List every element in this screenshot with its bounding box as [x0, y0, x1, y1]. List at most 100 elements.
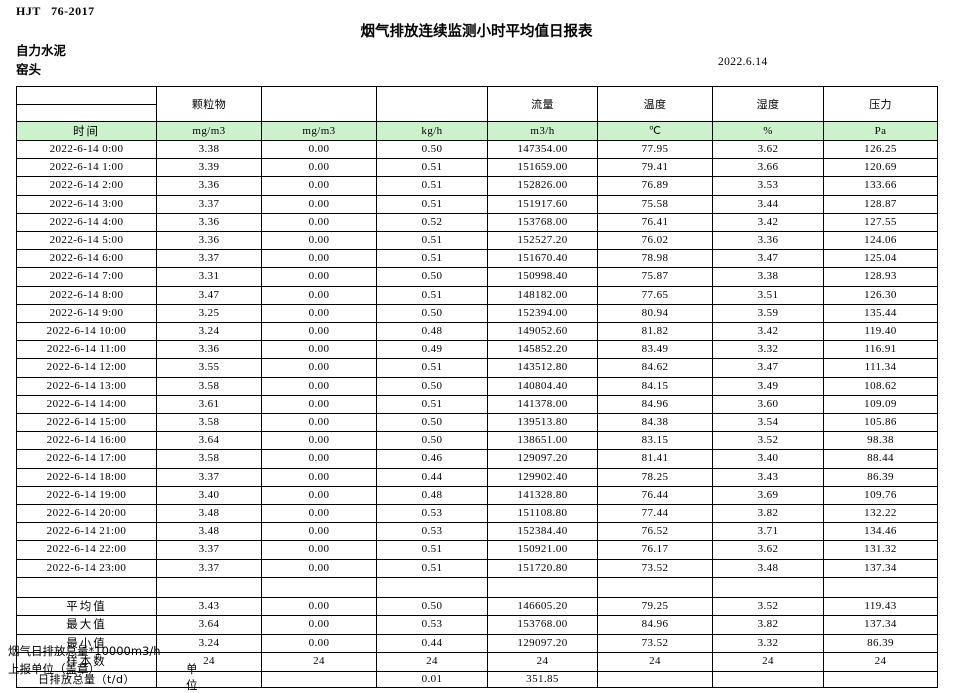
cell-value: 3.52: [712, 596, 824, 617]
cell-value: 152527.20: [487, 231, 598, 251]
cell-time: 2022-6-14 17:00: [16, 449, 157, 469]
cell-value: 0.51: [376, 285, 488, 305]
cell-value: 24: [156, 652, 262, 672]
cell-value: 77.44: [597, 504, 713, 524]
cell-time: 2022-6-14 14:00: [16, 394, 157, 415]
cell-value: 78.25: [597, 467, 713, 487]
cell-time: 2022-6-14 18:00: [16, 467, 157, 487]
column-header-unit-2: mg/m3: [261, 121, 377, 141]
standard-code: HJT 76-2017: [16, 4, 95, 18]
cell-value: 3.58: [156, 413, 262, 433]
cell-value: 132.22: [823, 504, 938, 524]
cell-value: 76.02: [597, 231, 713, 251]
cell-value: 140804.40: [487, 376, 598, 396]
report-page: HJT 76-2017 烟气排放连续监测小时平均值日报表 自力水泥 窑头 202…: [8, 4, 938, 692]
cell-value: 3.44: [712, 194, 824, 214]
cell-value: 84.15: [597, 376, 713, 396]
cell-value: 0.50: [376, 376, 488, 396]
table-row-summary: 最大值 3.64 0.00 0.53 153768.00 84.96 3.82 137.34: [16, 615, 938, 635]
cell-value: 0.00: [261, 322, 377, 342]
table-row-summary: 平均值 3.43 0.00 0.50 146605.20 79.25 3.52 119.43: [16, 596, 938, 617]
cell-value: [823, 576, 938, 598]
site-name: 窑头: [16, 62, 42, 77]
cell-value: 0.00: [261, 431, 377, 451]
group-header-flow: 流量: [487, 86, 598, 122]
cell-value: 81.41: [597, 449, 713, 469]
column-header-unit-6: %: [712, 121, 824, 141]
cell-time: 2022-6-14 5:00: [16, 231, 157, 251]
cell-value: 3.49: [712, 376, 824, 396]
group-header-temperature: 温度: [597, 86, 713, 122]
cell-value: 3.38: [712, 267, 824, 287]
cell-value: 0.00: [261, 467, 377, 487]
cell-value: 151670.40: [487, 249, 598, 269]
table-row: 2022-6-14 7:00 3.31 0.00 0.50 150998.40 75.87…: [16, 267, 938, 287]
cell-time: 2022-6-14 15:00: [16, 413, 157, 433]
cell-value: 3.48: [156, 522, 262, 542]
table-row: 2022-6-14 3:00 3.37 0.00 0.51 151917.60 75.58…: [16, 194, 938, 214]
cell-value: 135.44: [823, 303, 938, 324]
cell-value: 116.91: [823, 340, 938, 360]
cell-value: 0.51: [376, 249, 488, 269]
cell-value: 3.37: [156, 540, 262, 560]
cell-value: 24: [376, 652, 488, 672]
cell-value: 3.39: [156, 158, 262, 178]
cell-time: 2022-6-14 13:00: [16, 376, 157, 396]
cell-value: 149052.60: [487, 322, 598, 342]
table-row: 2022-6-14 12:00 3.55 0.00 0.51 143512.80 84.6…: [16, 358, 938, 378]
table-row: 2022-6-14 10:00 3.24 0.00 0.48 149052.60 81.8…: [16, 322, 938, 342]
cell-value: 3.42: [712, 322, 824, 342]
cell-value: 0.49: [376, 340, 488, 360]
cell-value: 3.51: [712, 285, 824, 305]
cell-value: 86.39: [823, 633, 938, 654]
cell-value: 3.42: [712, 212, 824, 233]
table-row: 2022-6-14 6:00 3.37 0.00 0.51 151670.40 78.98…: [16, 249, 938, 269]
cell-value: 141328.80: [487, 485, 598, 506]
cell-time: 2022-6-14 20:00: [16, 504, 157, 524]
cell-value: 0.00: [261, 358, 377, 378]
cell-value: 108.62: [823, 376, 938, 396]
cell-value: 3.47: [156, 285, 262, 305]
cell-value: 0.00: [261, 394, 377, 415]
corner-cell-top: [16, 86, 157, 105]
table-row-blank: [16, 576, 938, 598]
cell-value: 0.51: [376, 158, 488, 178]
cell-value: 3.71: [712, 522, 824, 542]
cell-value: 150998.40: [487, 267, 598, 287]
cell-value: 3.37: [156, 249, 262, 269]
table-row-summary: 最小值 3.24 0.00 0.44 129097.20 73.52 3.32 86.39: [16, 633, 938, 654]
cell-value: 128.93: [823, 267, 938, 287]
cell-value: 0.53: [376, 522, 488, 542]
column-header-unit-4: m3/h: [487, 121, 598, 141]
cell-value: 3.37: [156, 558, 262, 578]
table-row: 2022-6-14 20:00 3.48 0.00 0.53 151108.80 77.4…: [16, 504, 938, 524]
cell-value: 151917.60: [487, 194, 598, 214]
table-row: 2022-6-14 15:00 3.58 0.00 0.50 139513.80 84.3…: [16, 413, 938, 433]
cell-value: 79.25: [597, 596, 713, 617]
cell-value: 148182.00: [487, 285, 598, 305]
cell-value: 0.00: [261, 176, 377, 196]
cell-value: 0.51: [376, 358, 488, 378]
cell-value: 145852.20: [487, 340, 598, 360]
group-header-humidity: 湿度: [712, 86, 824, 122]
cell-value: 0.44: [376, 633, 488, 654]
cell-value: 0.00: [261, 485, 377, 506]
cell-value: 0.52: [376, 212, 488, 233]
group-header-pressure: 压力: [823, 86, 938, 122]
cell-value: 152826.00: [487, 176, 598, 196]
cell-value: 151720.80: [487, 558, 598, 578]
cell-time: 2022-6-14 19:00: [16, 485, 157, 506]
table-row: 2022-6-14 13:00 3.58 0.00 0.50 140804.40 84.1…: [16, 376, 938, 396]
cell-value: 3.38: [156, 139, 262, 160]
cell-value: 79.41: [597, 158, 713, 178]
cell-value: 0.00: [261, 267, 377, 287]
cell-value: 0.00: [261, 504, 377, 524]
cell-value: 151659.00: [487, 158, 598, 178]
cell-value: 105.86: [823, 413, 938, 433]
cell-value: 3.32: [712, 633, 824, 654]
cell-value: 24: [712, 652, 824, 672]
cell-time: 2022-6-14 22:00: [16, 540, 157, 560]
cell-value: 3.59: [712, 303, 824, 324]
cell-time: 2022-6-14 21:00: [16, 522, 157, 542]
cell-time: 2022-6-14 23:00: [16, 558, 157, 578]
